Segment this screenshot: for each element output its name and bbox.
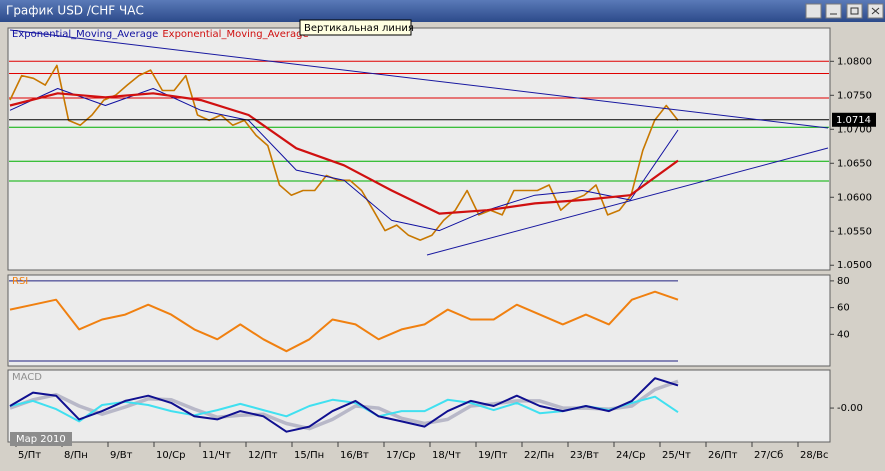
y-tick-label: 60 — [837, 303, 850, 314]
button-minimize[interactable] — [825, 3, 842, 19]
button-maximize[interactable] — [846, 3, 863, 19]
plot-area — [7, 369, 831, 443]
plot-area — [7, 27, 831, 271]
x-tick-label: 11/Чт — [202, 450, 231, 461]
y-tick-label: 1.0700 — [837, 124, 872, 135]
current-price-box — [832, 112, 876, 127]
x-tick-label: 24/Ср — [616, 450, 645, 461]
window-title: График USD /CHF ЧАС — [6, 4, 144, 18]
icon — [850, 7, 859, 15]
y-tick-label: 1.0800 — [837, 56, 872, 67]
indicator-label: RSI — [12, 276, 28, 287]
trend-line[interactable] — [9, 29, 829, 129]
tooltip: Вертикальная линия — [304, 23, 414, 34]
y-tick-label: 1.0750 — [837, 90, 872, 101]
x-tick-label: 26/Пт — [708, 450, 738, 461]
x-tick-label: 10/Ср — [156, 450, 185, 461]
window-buttons[interactable] — [805, 3, 884, 19]
y-tick-label: 80 — [837, 276, 850, 287]
x-tick-label: 23/Вт — [570, 450, 599, 461]
x-tick-label: 28/Вс — [800, 450, 828, 461]
x-tick-label: 9/Вт — [110, 450, 133, 461]
plot-area — [7, 274, 831, 367]
button-help[interactable] — [805, 3, 822, 19]
indicator-label: Exponential_Moving_Average — [162, 29, 308, 40]
series-line — [9, 377, 679, 433]
x-tick-label: 16/Вт — [340, 450, 369, 461]
y-tick-label: 1.0650 — [837, 158, 872, 169]
period-box — [10, 432, 72, 446]
x-tick-label: 5/Пт — [18, 450, 41, 461]
x-tick-label: 17/Ср — [386, 450, 415, 461]
title-bar — [0, 0, 885, 22]
x-tick-label: 22/Пн — [524, 450, 554, 461]
icon — [871, 7, 880, 15]
y-tick-label: -0.00 — [837, 403, 863, 414]
x-tick-label: 15/Пн — [294, 450, 324, 461]
series-line — [9, 290, 679, 353]
x-tick-label: 25/Чт — [662, 450, 691, 461]
indicator-label: MACD — [12, 372, 42, 383]
x-tick-label: 8/Пн — [64, 450, 88, 461]
tooltip-box — [299, 19, 412, 36]
series-line — [9, 88, 679, 232]
x-tick-label: 12/Пт — [248, 450, 278, 461]
series-line — [9, 92, 679, 215]
period-label: Мар 2010 — [16, 434, 66, 445]
y-tick-label: 1.0600 — [837, 192, 872, 203]
x-tick-label: 19/Пт — [478, 450, 508, 461]
x-tick-label: 18/Чт — [432, 450, 461, 461]
trend-line[interactable] — [426, 147, 829, 256]
y-tick-label: 40 — [837, 329, 850, 340]
current-price-label: 1.0714 — [836, 115, 871, 126]
series-line — [9, 379, 679, 431]
x-tick-label: 27/Сб — [754, 450, 783, 461]
y-tick-label: 1.0550 — [837, 226, 872, 237]
indicator-label: Exponential_Moving_Average — [12, 29, 158, 40]
y-tick-label: 1.0500 — [837, 260, 872, 271]
